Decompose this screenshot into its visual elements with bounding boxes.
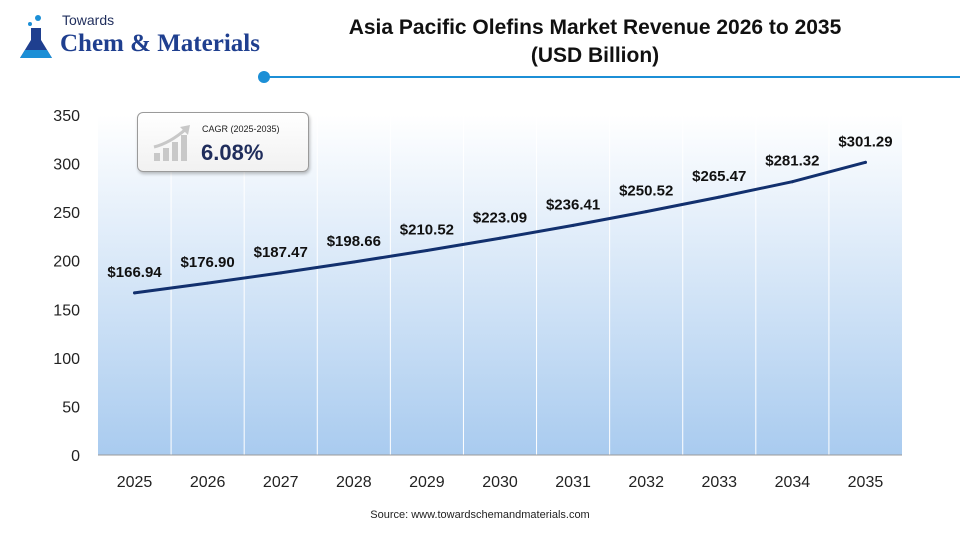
brand-logo: Towards Chem & Materials — [14, 10, 264, 70]
data-label: $250.52 — [619, 183, 673, 200]
x-tick-label: 2028 — [336, 474, 372, 491]
y-tick-label: 200 — [53, 254, 80, 271]
growth-bars-arrow-icon — [153, 125, 190, 161]
cagr-callout: CAGR (2025-2035) 6.08% — [137, 112, 309, 172]
data-label: $187.47 — [254, 244, 308, 261]
x-tick-label: 2030 — [482, 474, 518, 491]
data-point — [206, 281, 210, 285]
data-label: $176.90 — [181, 254, 235, 271]
data-point — [133, 291, 137, 295]
data-label: $223.09 — [473, 209, 527, 226]
data-label: $265.47 — [692, 168, 746, 185]
x-tick-label: 2032 — [628, 474, 664, 491]
data-point — [352, 260, 356, 264]
source-note: Source: www.towardschemandmaterials.com — [370, 509, 590, 521]
data-label: $210.52 — [400, 221, 454, 238]
data-label: $281.32 — [765, 153, 819, 170]
cagr-label: CAGR (2025-2035) — [202, 124, 280, 134]
chart-title: Asia Pacific Olefins Market Revenue 2026… — [290, 14, 900, 70]
y-tick-label: 150 — [53, 302, 80, 319]
data-point — [717, 195, 721, 199]
data-point — [425, 248, 429, 252]
data-label: $236.41 — [546, 196, 600, 213]
x-tick-label: 2031 — [555, 474, 591, 491]
x-tick-label: 2025 — [117, 474, 153, 491]
data-label: $166.94 — [107, 264, 162, 281]
chart-title-line2: (USD Billion) — [530, 44, 660, 67]
data-label: $301.29 — [838, 133, 892, 150]
data-point — [863, 160, 867, 164]
x-tick-label: 2029 — [409, 474, 445, 491]
data-point — [790, 180, 794, 184]
y-tick-label: 300 — [53, 157, 80, 174]
y-tick-label: 100 — [53, 351, 80, 368]
cagr-value: 6.08% — [201, 140, 264, 165]
brand-name: Chem & Materials — [60, 30, 260, 57]
x-tick-label: 2033 — [701, 474, 737, 491]
data-point — [498, 236, 502, 240]
data-point — [644, 210, 648, 214]
brand-small-text: Towards — [62, 12, 115, 28]
x-tick-label: 2034 — [775, 474, 811, 491]
x-tick-label: 2027 — [263, 474, 299, 491]
y-tick-label: 0 — [71, 448, 80, 465]
x-tick-label: 2026 — [190, 474, 226, 491]
x-tick-label: 2035 — [848, 474, 884, 491]
flask-icon — [20, 15, 52, 58]
data-point — [279, 271, 283, 275]
y-tick-label: 350 — [53, 108, 80, 125]
data-label: $198.66 — [327, 233, 381, 250]
chart-title-line1: Asia Pacific Olefins Market Revenue 2026… — [348, 16, 842, 39]
header-rule-dot — [258, 71, 270, 83]
y-tick-label: 250 — [53, 205, 80, 222]
header-rule — [268, 76, 960, 78]
data-point — [571, 223, 575, 227]
y-tick-label: 50 — [62, 399, 80, 416]
